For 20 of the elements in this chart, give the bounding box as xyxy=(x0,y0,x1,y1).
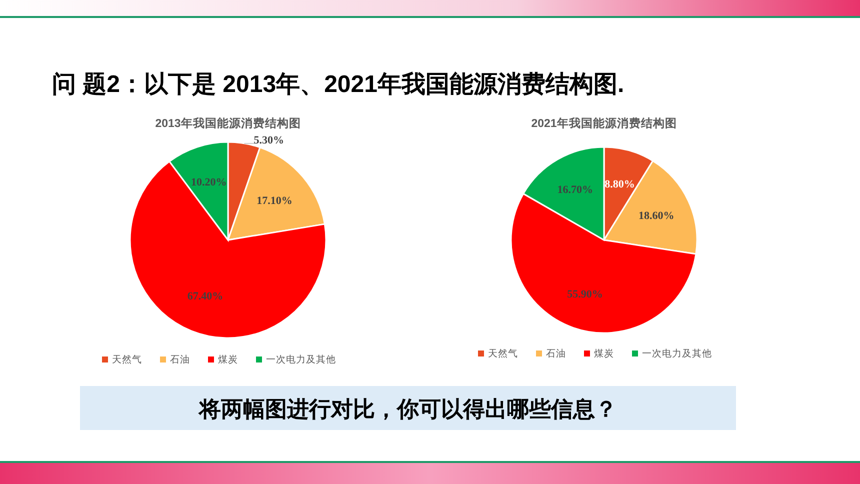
legend-label: 煤炭 xyxy=(218,354,238,366)
data-label: 17.10% xyxy=(256,194,292,207)
legend-label: 天然气 xyxy=(488,348,518,360)
data-label: 16.70% xyxy=(557,184,593,196)
data-label: 5.30% xyxy=(254,134,284,146)
chart-title: 2013年我国能源消费结构图 xyxy=(155,116,301,130)
data-label: 18.60% xyxy=(638,210,674,222)
data-label: 8.80% xyxy=(604,178,635,191)
text: 问 题2：以下是 2013年、2021年我国能源消费结构图. xyxy=(52,71,624,98)
legend-label: 石油 xyxy=(170,354,190,366)
legend-label: 石油 xyxy=(546,348,566,360)
chart-title: 2021年我国能源消费结构图 xyxy=(531,116,677,130)
legend-label: 一次电力及其他 xyxy=(266,354,336,366)
data-label: 55.90% xyxy=(567,288,603,300)
legend-label: 一次电力及其他 xyxy=(642,348,712,360)
data-label: 10.20% xyxy=(190,176,227,188)
text: 将两幅图进行对比，你可以得出哪些信息？ xyxy=(198,396,617,422)
legend-label: 煤炭 xyxy=(594,348,614,360)
data-label: 67.40% xyxy=(187,290,224,302)
legend-label: 天然气 xyxy=(112,354,142,366)
